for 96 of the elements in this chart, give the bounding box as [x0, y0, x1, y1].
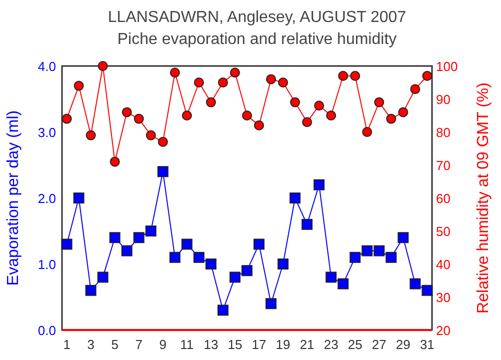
point [422, 70, 432, 81]
y2-tick-label: 70 [436, 158, 450, 173]
point [181, 238, 192, 250]
point [374, 245, 385, 256]
point [326, 272, 337, 283]
point [242, 265, 252, 276]
y2-tick-label: 20 [436, 323, 450, 338]
point [157, 166, 168, 178]
y2-axis-title: Relative humidity at 09 GMT (%) [475, 82, 492, 314]
point [158, 136, 168, 147]
point [182, 110, 192, 120]
point [169, 252, 180, 263]
point [290, 192, 301, 204]
point [110, 156, 120, 167]
y2-tick-label: 40 [436, 257, 450, 272]
x-tick-label: 23 [324, 337, 338, 352]
point [302, 117, 312, 128]
x-tick-label: 1 [63, 337, 70, 352]
x-tick-label: 7 [135, 337, 142, 352]
y2-tick-label: 60 [436, 191, 450, 206]
y-tick-label: 3.0 [38, 125, 56, 140]
x-tick-label: 17 [252, 337, 266, 352]
chart-subtitle: Piche evaporation and relative humidity [117, 31, 397, 48]
y2-tick-label: 100 [436, 59, 458, 74]
point [242, 110, 252, 120]
point [374, 97, 384, 108]
point [98, 61, 108, 71]
x-tick-label: 21 [300, 337, 314, 352]
point [133, 232, 144, 244]
x-tick-label: 19 [276, 337, 290, 352]
point [193, 252, 204, 263]
x-tick-label: 25 [348, 337, 362, 352]
point [230, 68, 240, 78]
point [254, 238, 265, 250]
y-tick-label: 1.0 [38, 257, 56, 272]
point [217, 304, 228, 316]
point [86, 130, 96, 140]
x-tick-label: 13 [204, 337, 218, 352]
x-tick-label: 11 [180, 337, 194, 352]
x-tick-label: 15 [228, 337, 242, 352]
point [61, 238, 72, 250]
point [422, 284, 433, 296]
point [278, 258, 289, 270]
point [218, 78, 228, 88]
y2-tick-label: 50 [436, 224, 450, 239]
point [278, 78, 288, 88]
point [302, 218, 313, 230]
point [266, 298, 277, 310]
point [109, 232, 120, 244]
point [85, 284, 96, 296]
point [97, 272, 108, 283]
point [410, 278, 421, 290]
x-tick-label: 5 [111, 337, 118, 352]
x-tick-label: 27 [372, 337, 386, 352]
point [122, 107, 132, 118]
point [121, 245, 132, 256]
point [145, 226, 156, 236]
point [74, 80, 84, 91]
point [134, 114, 144, 124]
point [146, 130, 156, 140]
point [326, 110, 336, 120]
y-tick-label: 0.0 [38, 323, 56, 338]
point [338, 278, 349, 290]
point [170, 68, 180, 78]
y2-tick-label: 80 [436, 125, 450, 140]
point [266, 74, 276, 84]
point [338, 70, 348, 81]
point [314, 100, 324, 111]
y2-tick-label: 90 [436, 92, 450, 107]
point [205, 258, 216, 270]
point [206, 97, 216, 108]
x-tick-label: 31 [420, 337, 434, 352]
x-tick-label: 9 [159, 337, 167, 352]
point [362, 127, 372, 137]
point [229, 272, 240, 283]
y-tick-label: 4.0 [38, 59, 56, 74]
y2-tick-label: 30 [436, 290, 450, 305]
point [398, 107, 408, 118]
point [362, 245, 373, 256]
x-tick-label: 3 [87, 337, 94, 352]
point [410, 84, 420, 94]
point [350, 252, 361, 263]
point [350, 70, 360, 81]
chart-title: LLANSADWRN, Anglesey, AUGUST 2007 [108, 9, 406, 26]
point [398, 232, 409, 244]
point [254, 120, 264, 130]
point [314, 179, 325, 190]
point [62, 114, 72, 124]
y-axis-title: Evaporation per day (ml) [5, 110, 22, 286]
point [386, 252, 397, 263]
y-tick-label: 2.0 [38, 191, 56, 206]
point [194, 78, 204, 88]
point [290, 97, 300, 108]
point [386, 114, 396, 124]
x-tick-label: 29 [396, 337, 410, 352]
point [73, 192, 84, 204]
